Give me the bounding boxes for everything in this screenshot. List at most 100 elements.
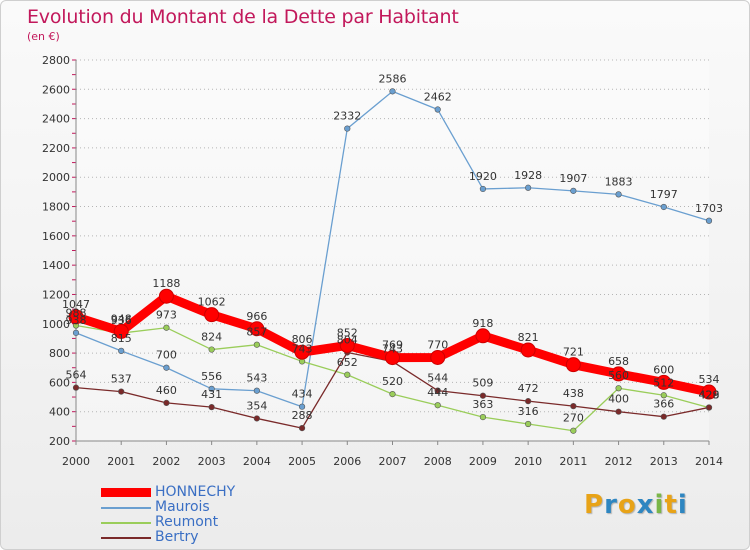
legend-label-maurois: Maurois xyxy=(155,499,210,515)
data-label-honnechy: 806 xyxy=(292,333,313,346)
x-tick-label: 2012 xyxy=(605,455,633,468)
data-point-honnechy xyxy=(294,344,310,360)
data-point-bertry xyxy=(118,388,125,395)
data-point-maurois xyxy=(660,203,667,211)
chart-title: Evolution du Montant de la Dette par Hab… xyxy=(27,6,459,28)
data-point-reumont xyxy=(615,385,622,392)
data-point-honnechy xyxy=(611,366,627,382)
data-label-honnechy: 769 xyxy=(382,339,403,352)
data-point-honnechy xyxy=(158,288,174,304)
data-point-bertry xyxy=(298,425,306,432)
y-tick-label: 2800 xyxy=(42,54,70,67)
data-point-maurois xyxy=(705,217,713,224)
data-point-bertry xyxy=(479,392,487,399)
data-label-honnechy: 658 xyxy=(608,355,629,368)
data-point-reumont xyxy=(208,346,215,353)
data-point-maurois xyxy=(253,387,260,394)
x-tick-label: 2005 xyxy=(288,455,316,468)
data-label-reumont: 824 xyxy=(201,331,222,344)
data-label-honnechy: 1188 xyxy=(152,277,180,290)
data-point-bertry xyxy=(163,399,170,407)
proxiti-logo: Proxiti xyxy=(584,490,688,520)
data-label-honnechy: 534 xyxy=(699,373,720,386)
data-point-maurois xyxy=(72,329,80,336)
data-label-bertry: 460 xyxy=(156,384,177,397)
x-tick-label: 2014 xyxy=(695,455,723,468)
data-point-maurois xyxy=(389,88,396,95)
data-point-bertry xyxy=(615,408,622,415)
data-point-honnechy xyxy=(701,384,717,400)
legend-label-reumont: Reumont xyxy=(155,514,219,530)
data-point-bertry xyxy=(660,413,667,420)
data-label-reumont: 560 xyxy=(608,369,629,382)
x-tick-label: 2010 xyxy=(514,455,542,468)
data-point-bertry xyxy=(208,404,215,411)
data-label-reumont: 743 xyxy=(292,342,313,355)
data-label-honnechy: 721 xyxy=(563,346,584,359)
y-tick-label: 2000 xyxy=(42,171,70,184)
data-label-honnechy: 948 xyxy=(111,312,132,325)
y-tick-label: 1000 xyxy=(42,318,70,331)
logo-letter: t xyxy=(664,490,678,520)
data-point-reumont xyxy=(525,420,532,428)
data-label-maurois: 2586 xyxy=(379,72,407,85)
data-point-honnechy xyxy=(249,321,265,337)
data-point-reumont xyxy=(570,427,577,434)
y-tick-label: 600 xyxy=(49,376,70,389)
legend-label-honnechy: HONNECHY xyxy=(155,484,236,500)
data-point-reumont xyxy=(434,402,441,409)
data-point-maurois xyxy=(118,347,125,354)
y-tick-label: 1200 xyxy=(42,288,70,301)
data-point-bertry xyxy=(525,398,532,405)
data-label-reumont: 512 xyxy=(653,376,674,389)
data-label-bertry: 743 xyxy=(382,342,403,355)
y-tick-label: 200 xyxy=(49,435,70,448)
data-label-reumont: 270 xyxy=(563,412,584,425)
data-label-bertry: 509 xyxy=(472,377,493,390)
logo-letter: P xyxy=(584,490,605,520)
data-label-honnechy: 918 xyxy=(472,317,493,330)
data-label-honnechy: 600 xyxy=(653,363,674,376)
data-point-reumont xyxy=(479,414,487,421)
data-point-maurois xyxy=(525,184,532,191)
data-label-bertry: 544 xyxy=(427,372,448,385)
x-tick-label: 2006 xyxy=(333,455,361,468)
data-point-honnechy xyxy=(113,323,129,339)
data-label-maurois: 1883 xyxy=(605,175,633,188)
data-point-reumont xyxy=(344,371,351,378)
data-point-bertry xyxy=(705,404,713,411)
data-point-honnechy xyxy=(656,374,672,390)
data-label-reumont: 316 xyxy=(518,405,539,418)
data-label-maurois: 1928 xyxy=(514,169,542,182)
data-point-honnechy xyxy=(339,337,355,353)
data-label-maurois: 700 xyxy=(156,349,177,362)
data-label-maurois: 434 xyxy=(292,388,313,401)
data-point-bertry xyxy=(570,403,577,410)
data-label-maurois: 556 xyxy=(201,370,222,383)
y-tick-label: 800 xyxy=(49,347,70,360)
data-point-maurois xyxy=(298,403,306,410)
data-label-honnechy: 770 xyxy=(427,338,448,351)
data-point-honnechy xyxy=(565,357,581,373)
data-label-bertry: 288 xyxy=(292,409,313,422)
data-label-bertry: 354 xyxy=(246,399,267,412)
data-label-maurois: 1907 xyxy=(559,172,587,185)
x-tick-label: 2011 xyxy=(559,455,587,468)
x-tick-label: 2007 xyxy=(379,455,407,468)
x-tick-label: 2009 xyxy=(469,455,497,468)
data-label-reumont: 973 xyxy=(156,309,177,322)
data-label-honnechy: 821 xyxy=(518,331,539,344)
data-label-reumont: 936 xyxy=(111,314,132,327)
data-label-maurois: 815 xyxy=(111,332,132,345)
data-point-reumont xyxy=(163,324,170,331)
data-label-bertry: 564 xyxy=(66,369,87,382)
data-label-reumont: 363 xyxy=(472,398,493,411)
x-tick-label: 2002 xyxy=(152,455,180,468)
data-point-honnechy xyxy=(204,307,220,323)
logo-letter: o xyxy=(617,490,637,520)
data-point-honnechy xyxy=(520,342,536,358)
data-point-honnechy xyxy=(385,350,400,366)
data-label-bertry: 400 xyxy=(608,393,629,406)
x-tick-label: 2004 xyxy=(243,455,271,468)
